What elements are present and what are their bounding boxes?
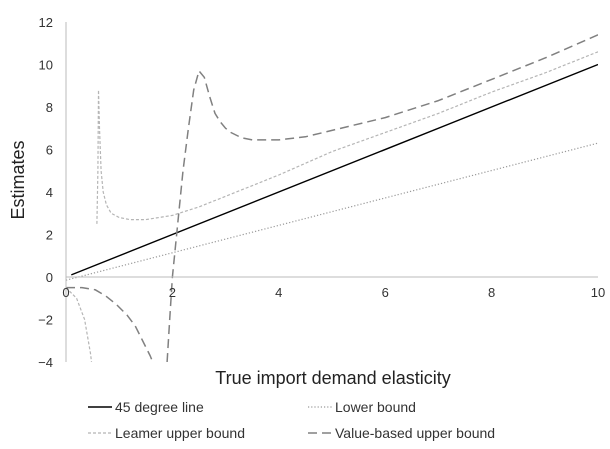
x-tick-label: 10	[591, 285, 605, 300]
x-tick-label: 8	[488, 285, 495, 300]
y-tick-label: −2	[38, 313, 53, 328]
y-tick-label: 12	[39, 15, 53, 30]
legend-label-leamer-upper-bound: Leamer upper bound	[115, 425, 245, 441]
y-tick-label: −4	[38, 355, 53, 370]
legend: 45 degree line Lower bound Leamer upper bo…	[88, 399, 495, 441]
series-line-lower-bound	[66, 142, 598, 281]
axes	[65, 22, 598, 362]
x-tick-label: 2	[169, 285, 176, 300]
y-axis-title: Estimates	[8, 140, 28, 219]
series-line-value-based-upper-bound-2	[166, 34, 598, 362]
x-tick-label: 4	[275, 285, 282, 300]
y-tick-label: 8	[46, 100, 53, 115]
y-tick-label: 10	[39, 58, 53, 73]
series-line-value-based-upper-bound-1	[66, 286, 154, 362]
y-tick-label: 2	[46, 228, 53, 243]
series-line-leamer-upper-bound-2	[96, 51, 598, 224]
tick-labels: −4 −2 0 2 4 6 8 10 12 0 2 4 6 8 10	[38, 15, 605, 370]
plot-lines	[66, 34, 598, 362]
x-tick-label: 0	[62, 285, 69, 300]
legend-label-45-degree-line: 45 degree line	[115, 399, 204, 415]
legend-label-lower-bound: Lower bound	[335, 399, 416, 415]
y-tick-label: 6	[46, 143, 53, 158]
x-axis-title: True import demand elasticity	[215, 368, 450, 388]
legend-label-value-based-upper-bound: Value-based upper bound	[335, 425, 495, 441]
series-line-leamer-upper-bound-1	[66, 287, 93, 362]
x-tick-label: 6	[382, 285, 389, 300]
series-line-45-degree-line	[71, 63, 598, 276]
y-tick-label: 4	[46, 185, 53, 200]
y-tick-label: 0	[46, 270, 53, 285]
